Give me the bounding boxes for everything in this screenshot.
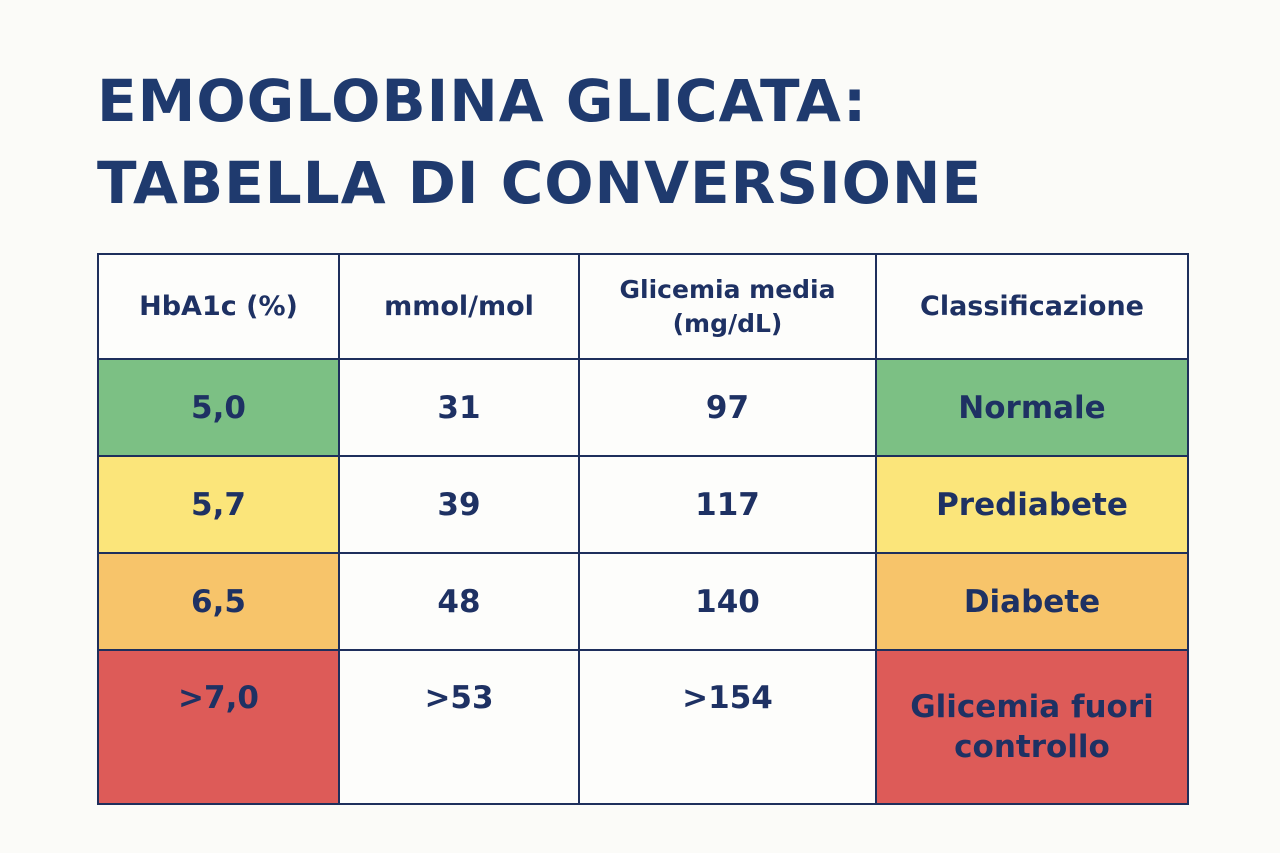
cell-classificazione: Normale <box>875 358 1189 457</box>
cell-classificazione: Glicemia fuori controllo <box>875 649 1189 805</box>
title-line-2: TABELLA DI CONVERSIONE <box>97 149 983 217</box>
table-row: 5,7 39 117 Prediabete <box>97 455 1189 554</box>
cell-glicemia: 117 <box>578 455 877 554</box>
cell-mmol: 48 <box>338 552 580 651</box>
table-row: >7,0 >53 >154 Glicemia fuori controllo <box>97 649 1189 805</box>
cell-mmol: 39 <box>338 455 580 554</box>
cell-glicemia: >154 <box>578 649 877 805</box>
cell-hba1c: 5,7 <box>97 455 340 554</box>
table-row: 5,0 31 97 Normale <box>97 358 1189 457</box>
cell-hba1c: 5,0 <box>97 358 340 457</box>
header-glicemia-label: Glicemia media (mg/dL) <box>619 274 836 338</box>
classificazione-label: Glicemia fuori controllo <box>910 689 1154 765</box>
cell-classificazione: Prediabete <box>875 455 1189 554</box>
header-classificazione: Classificazione <box>875 253 1189 360</box>
table-row: 6,5 48 140 Diabete <box>97 552 1189 651</box>
cell-mmol: 31 <box>338 358 580 457</box>
title-line-1: EMOGLOBINA GLICATA: <box>97 67 868 135</box>
cell-classificazione: Diabete <box>875 552 1189 651</box>
header-hba1c: HbA1c (%) <box>97 253 340 360</box>
page-title: EMOGLOBINA GLICATA: TABELLA DI CONVERSIO… <box>97 60 982 224</box>
header-glicemia: Glicemia media (mg/dL) <box>578 253 877 360</box>
cell-glicemia: 97 <box>578 358 877 457</box>
conversion-table: HbA1c (%) mmol/mol Glicemia media (mg/dL… <box>97 253 1189 805</box>
cell-mmol: >53 <box>338 649 580 805</box>
cell-hba1c: >7,0 <box>97 649 340 805</box>
cell-hba1c: 6,5 <box>97 552 340 651</box>
header-mmol: mmol/mol <box>338 253 580 360</box>
cell-glicemia: 140 <box>578 552 877 651</box>
table-header-row: HbA1c (%) mmol/mol Glicemia media (mg/dL… <box>97 253 1189 360</box>
